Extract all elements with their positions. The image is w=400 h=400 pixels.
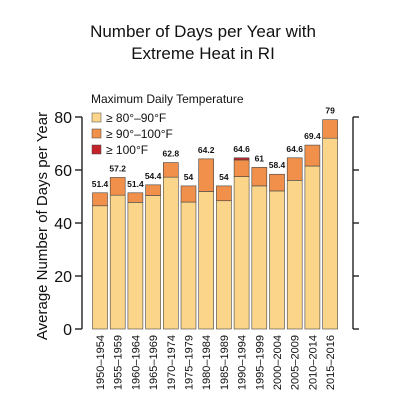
bar-stack bbox=[216, 185, 232, 330]
legend-swatch bbox=[91, 112, 102, 123]
bar-segment-mid bbox=[322, 119, 338, 139]
chart-title-line-1: Number of Days per Year with bbox=[90, 22, 316, 41]
bar-stack bbox=[322, 119, 338, 330]
y-tick-label: 60 bbox=[54, 163, 72, 180]
bar-stack bbox=[127, 192, 144, 330]
bar-stack bbox=[286, 157, 303, 330]
bar-stack bbox=[145, 184, 161, 330]
y-tick-label: 0 bbox=[63, 322, 72, 339]
bars bbox=[92, 119, 338, 330]
x-tick-labels: 1950–1954 1955–1959 1960–1964 1965–1969 1970… bbox=[95, 335, 337, 390]
x-tick-label: 1960–1964 bbox=[130, 335, 142, 390]
legend-title: Maximum Daily Temperature bbox=[91, 92, 244, 106]
x-tick-label: 1975–1979 bbox=[184, 335, 196, 390]
bar-stack bbox=[251, 167, 268, 330]
data-label: 54.4 bbox=[145, 171, 162, 181]
bar-segment-low bbox=[198, 191, 214, 330]
data-label: 64.2 bbox=[198, 145, 215, 155]
bar-segment-low bbox=[180, 201, 197, 330]
y-tick-label: 40 bbox=[54, 216, 72, 233]
bar-segment-mid bbox=[233, 159, 250, 177]
data-label: 51.4 bbox=[92, 179, 109, 189]
chart-title-line-2: Extreme Heat in RI bbox=[131, 44, 275, 63]
legend-label: ≥ 80°–90°F bbox=[106, 111, 166, 125]
data-label: 61 bbox=[255, 153, 265, 163]
data-label: 79 bbox=[325, 106, 335, 116]
bar-segment-low bbox=[109, 194, 126, 330]
x-tick-label: 1965–1969 bbox=[148, 335, 160, 390]
bar-segment-mid bbox=[145, 184, 161, 196]
bar-stack bbox=[198, 158, 214, 330]
x-tick-label: 1970–1974 bbox=[166, 335, 178, 390]
data-label: 64.6 bbox=[286, 144, 303, 154]
y-axis-label: Average Number of Days per Year bbox=[34, 112, 51, 340]
bar-stack bbox=[180, 185, 197, 330]
x-tick-label: 2005–2009 bbox=[290, 335, 302, 390]
bar-segment-low bbox=[145, 195, 161, 330]
bar-stack bbox=[304, 144, 321, 330]
x-tick-label: 2000–2004 bbox=[272, 335, 284, 390]
bar-stack bbox=[92, 192, 108, 330]
x-tick-label: 1985–1989 bbox=[219, 335, 231, 390]
bar-segment-mid bbox=[180, 185, 197, 203]
bar-segment-low bbox=[233, 176, 250, 330]
bar-segment-mid bbox=[251, 167, 268, 187]
legend-swatch bbox=[91, 144, 102, 155]
x-tick-label: 1980–1984 bbox=[201, 335, 213, 390]
chart-title: Number of Days per Year with Extreme Hea… bbox=[90, 22, 316, 63]
data-label: 57.2 bbox=[109, 163, 126, 173]
legend-label: ≥ 90°–100°F bbox=[106, 127, 173, 141]
data-label: 51.4 bbox=[127, 179, 144, 189]
axes: 0 20 40 60 80 bbox=[54, 110, 359, 339]
bar-stack bbox=[233, 157, 250, 330]
data-label: 54 bbox=[184, 172, 194, 182]
bar-segment-mid bbox=[304, 144, 321, 167]
legend-swatch bbox=[91, 128, 102, 139]
y-tick-label: 80 bbox=[54, 110, 72, 127]
bar-stack bbox=[269, 173, 285, 330]
y-tick-label: 20 bbox=[54, 269, 72, 286]
bar-stack bbox=[109, 177, 126, 330]
data-label: 69.4 bbox=[304, 131, 321, 141]
bar-segment-mid bbox=[127, 192, 144, 203]
bar-segment-low bbox=[163, 176, 179, 330]
bar-segment-low bbox=[216, 200, 232, 330]
x-tick-label: 1950–1954 bbox=[95, 335, 107, 390]
bar-segment-mid bbox=[198, 158, 214, 192]
legend-label: ≥ 100°F bbox=[106, 143, 148, 157]
bar-segment-low bbox=[286, 180, 303, 330]
data-label: 54 bbox=[219, 172, 229, 182]
bar-segment-low bbox=[304, 165, 321, 330]
data-label: 62.8 bbox=[163, 149, 180, 159]
x-tick-label: 2015–2016 bbox=[325, 335, 337, 390]
x-tick-label: 1990–1994 bbox=[237, 335, 249, 390]
bar-segment-mid bbox=[286, 157, 303, 181]
bar-stack bbox=[163, 162, 179, 330]
total-labels: 51.457.251.454.462.85464.25464.66158.464… bbox=[92, 106, 335, 189]
x-tick-label: 2010–2014 bbox=[307, 335, 319, 390]
bar-segment-mid bbox=[109, 177, 126, 196]
bar-segment-mid bbox=[92, 192, 108, 207]
bar-segment-mid bbox=[216, 185, 232, 202]
bar-segment-high bbox=[233, 157, 250, 161]
bar-segment-low bbox=[251, 185, 268, 330]
x-tick-label: 1995–1999 bbox=[254, 335, 266, 390]
bar-segment-low bbox=[269, 190, 285, 330]
data-label: 58.4 bbox=[269, 160, 286, 170]
x-tick-label: 1955–1959 bbox=[113, 335, 125, 390]
legend: Maximum Daily Temperature ≥ 80°–90°F ≥ 90… bbox=[91, 92, 244, 157]
bar-segment-low bbox=[92, 205, 108, 330]
bar-segment-low bbox=[322, 137, 338, 330]
bar-segment-mid bbox=[163, 162, 179, 178]
bar-segment-low bbox=[127, 202, 144, 330]
data-label: 64.6 bbox=[233, 144, 250, 154]
bar-segment-mid bbox=[269, 173, 285, 192]
